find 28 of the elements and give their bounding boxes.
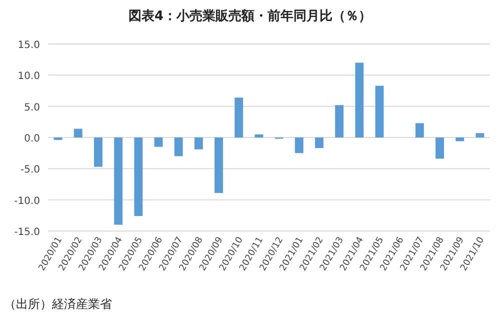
bar — [194, 138, 203, 150]
chart-title: 図表4：小売業販売額・前年同月比（％） — [128, 8, 372, 24]
y-tick-label: -15.0 — [14, 227, 40, 238]
bar — [94, 138, 102, 167]
y-tick-label: -10.0 — [14, 196, 40, 207]
y-tick-label: 10.0 — [18, 71, 40, 82]
bar — [174, 138, 183, 156]
bar — [114, 138, 123, 225]
text: （出所）経済産業省 — [4, 297, 112, 311]
bar — [254, 134, 264, 138]
bar — [154, 138, 163, 147]
y-tick-label: 5.0 — [24, 102, 40, 114]
bar — [315, 138, 324, 148]
bar — [214, 138, 223, 193]
y-tick-label: -5.0 — [20, 164, 40, 176]
y-tick-label: 0.0 — [24, 134, 40, 144]
bar — [456, 138, 464, 142]
bar — [355, 62, 364, 138]
bar — [134, 138, 143, 216]
bar — [234, 98, 244, 138]
bar — [74, 128, 82, 138]
bar — [415, 123, 424, 138]
bar — [335, 105, 344, 138]
bar — [436, 138, 444, 159]
bar — [294, 138, 304, 154]
bar — [476, 133, 484, 138]
bar — [375, 86, 384, 138]
y-tick-label: 15.0 — [18, 40, 40, 51]
